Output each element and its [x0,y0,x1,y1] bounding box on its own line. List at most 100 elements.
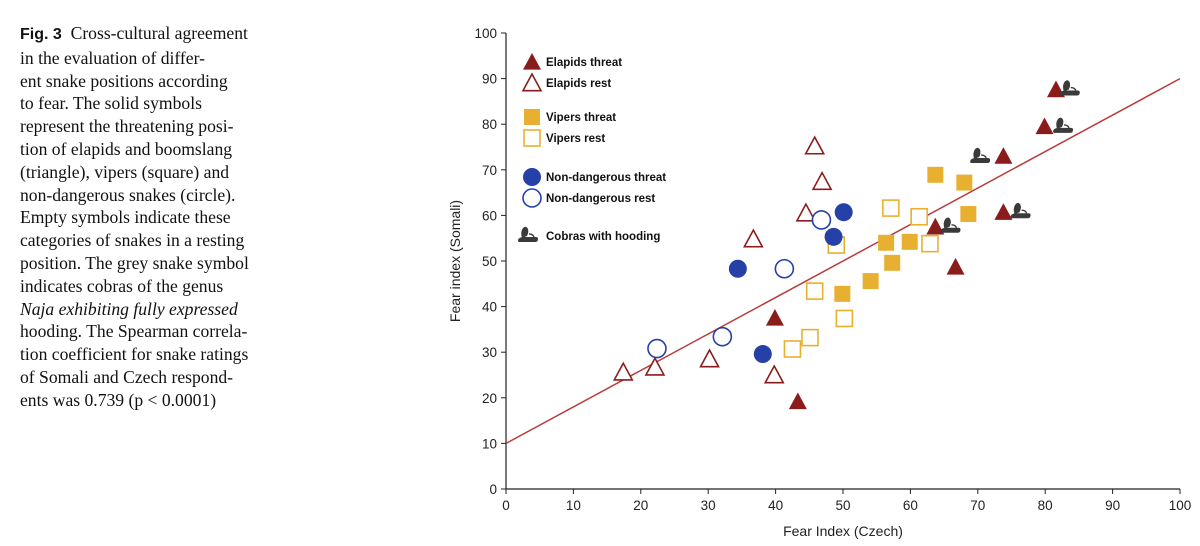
point-vipers-rest [910,207,928,226]
caption-line: indicates cobras of the genus [20,275,224,296]
legend-label: Elapids threat [546,57,622,69]
point-elapids-threat [926,217,945,235]
x-tick-label: 40 [768,498,783,513]
point-elapids-rest [644,356,666,376]
cobra-hooding-icon [1053,117,1074,133]
cobra-tail [951,224,958,229]
caption-line: (triangle), vipers (square) and [20,161,230,182]
point-vipers-rest [783,340,802,358]
cobra-tail [1070,86,1077,91]
cobra-body [518,237,538,242]
legend-label: Elapids rest [546,78,611,90]
x-axis-label: Fear Index (Czech) [783,523,903,539]
caption-line: of Somali and Czech respond- [20,366,234,387]
regression-line [505,77,1181,445]
y-tick-label: 60 [482,208,497,223]
legend-label: Cobras with hooding [546,231,660,243]
x-tick-label: 60 [903,498,918,513]
y-tick-label: 0 [489,482,497,497]
legend-marker-non-dangerous-rest [522,188,542,208]
legend-marker-vipers-threat [524,109,540,125]
caption-line-1: Fig. 3 Cross-cultural agreement [20,23,248,43]
caption-line: to fear. The solid symbols [20,93,202,114]
legend-marker-elapids-threat [523,53,541,70]
y-tick-label: 40 [482,300,497,315]
point-elapids-threat [788,392,807,410]
x-tick-label: 80 [1038,498,1053,513]
cobra-body [970,158,991,164]
point-vipers-threat [878,234,895,251]
y-tick-label: 100 [474,26,497,41]
point-vipers-rest [835,309,854,328]
point-elapids-threat [1035,117,1054,135]
point-vipers-threat [884,254,901,271]
cobra-hooding-icon [1059,80,1080,96]
legend-label: Vipers threat [546,112,616,124]
caption-line: position. The grey snake symbol [20,252,249,273]
cobra-hood [973,147,981,160]
cobra-hooding-icon [970,147,991,164]
y-tick-label: 80 [482,117,497,132]
y-tick-label: 10 [482,436,497,451]
point-non-dangerous-rest [647,338,667,359]
legend-marker-vipers-rest [523,129,541,147]
point-elapids-threat [946,257,965,275]
caption-line: hooding. The Spearman correla- [20,321,248,342]
point-elapids-rest [763,364,785,384]
x-tick-label: 70 [970,498,985,513]
cobra-tail [1064,124,1070,129]
point-elapids-rest [612,361,634,381]
point-elapids-rest [804,135,826,155]
point-vipers-rest [882,199,900,217]
y-tick-label: 70 [482,163,497,178]
caption-line: non-dangerous snakes (circle). [20,184,236,205]
y-tick-label: 30 [482,345,497,360]
legend-marker-elapids-rest [521,72,543,92]
caption-line: Empty symbols indicate these [20,207,231,228]
cobra-hooding-icon [1010,202,1031,219]
caption-line: in the evaluation of differ- [20,47,205,68]
cobra-hood [521,226,529,238]
x-tick-label: 10 [566,498,581,513]
legend-marker-non-dangerous-threat [523,168,541,186]
x-tick-label: 90 [1105,498,1120,513]
point-non-dangerous-rest [774,258,795,279]
figure-label: Fig. 3 [20,26,62,43]
cobra-tail [1021,209,1028,214]
point-vipers-rest [805,282,824,300]
legend-label: Non-dangerous rest [546,193,655,205]
point-vipers-rest [921,234,939,253]
point-vipers-rest [801,328,819,347]
figure-caption: Fig. 3 Cross-cultural agreement in the e… [20,22,292,412]
point-non-dangerous-threat [753,345,772,364]
cobra-hooding-icon [940,217,961,233]
cobra-hood [943,217,951,229]
point-vipers-threat [901,233,918,250]
cobra-body [940,227,961,233]
y-tick-label: 90 [482,72,497,87]
cobra-hood [1062,80,1071,92]
x-tick-label: 50 [835,498,850,513]
x-tick-label: 20 [633,498,648,513]
point-non-dangerous-rest [811,210,832,230]
caption-line: ents was 0.739 (p < 0.0001) [20,389,217,410]
y-axis-label: Fear index (Somali) [447,200,463,322]
point-elapids-rest [699,348,720,368]
point-vipers-threat [960,206,977,223]
cobra-body [1053,127,1074,133]
cobra-hood [1056,117,1064,129]
caption-line: categories of snakes in a resting [20,230,245,251]
point-elapids-threat [765,309,784,326]
caption-line: tion coefficient for snake ratings [20,344,249,365]
point-elapids-threat [994,203,1013,220]
caption-line: Naja exhibiting fully expressed [20,298,238,319]
point-elapids-threat [994,147,1013,164]
point-elapids-rest [795,202,817,222]
caption-line: tion of elapids and boomslang [20,138,233,159]
point-elapids-rest [743,228,764,248]
point-non-dangerous-threat [824,227,843,246]
x-tick-label: 100 [1169,498,1192,513]
legend-label: Vipers rest [546,133,605,145]
point-vipers-threat [834,285,851,302]
